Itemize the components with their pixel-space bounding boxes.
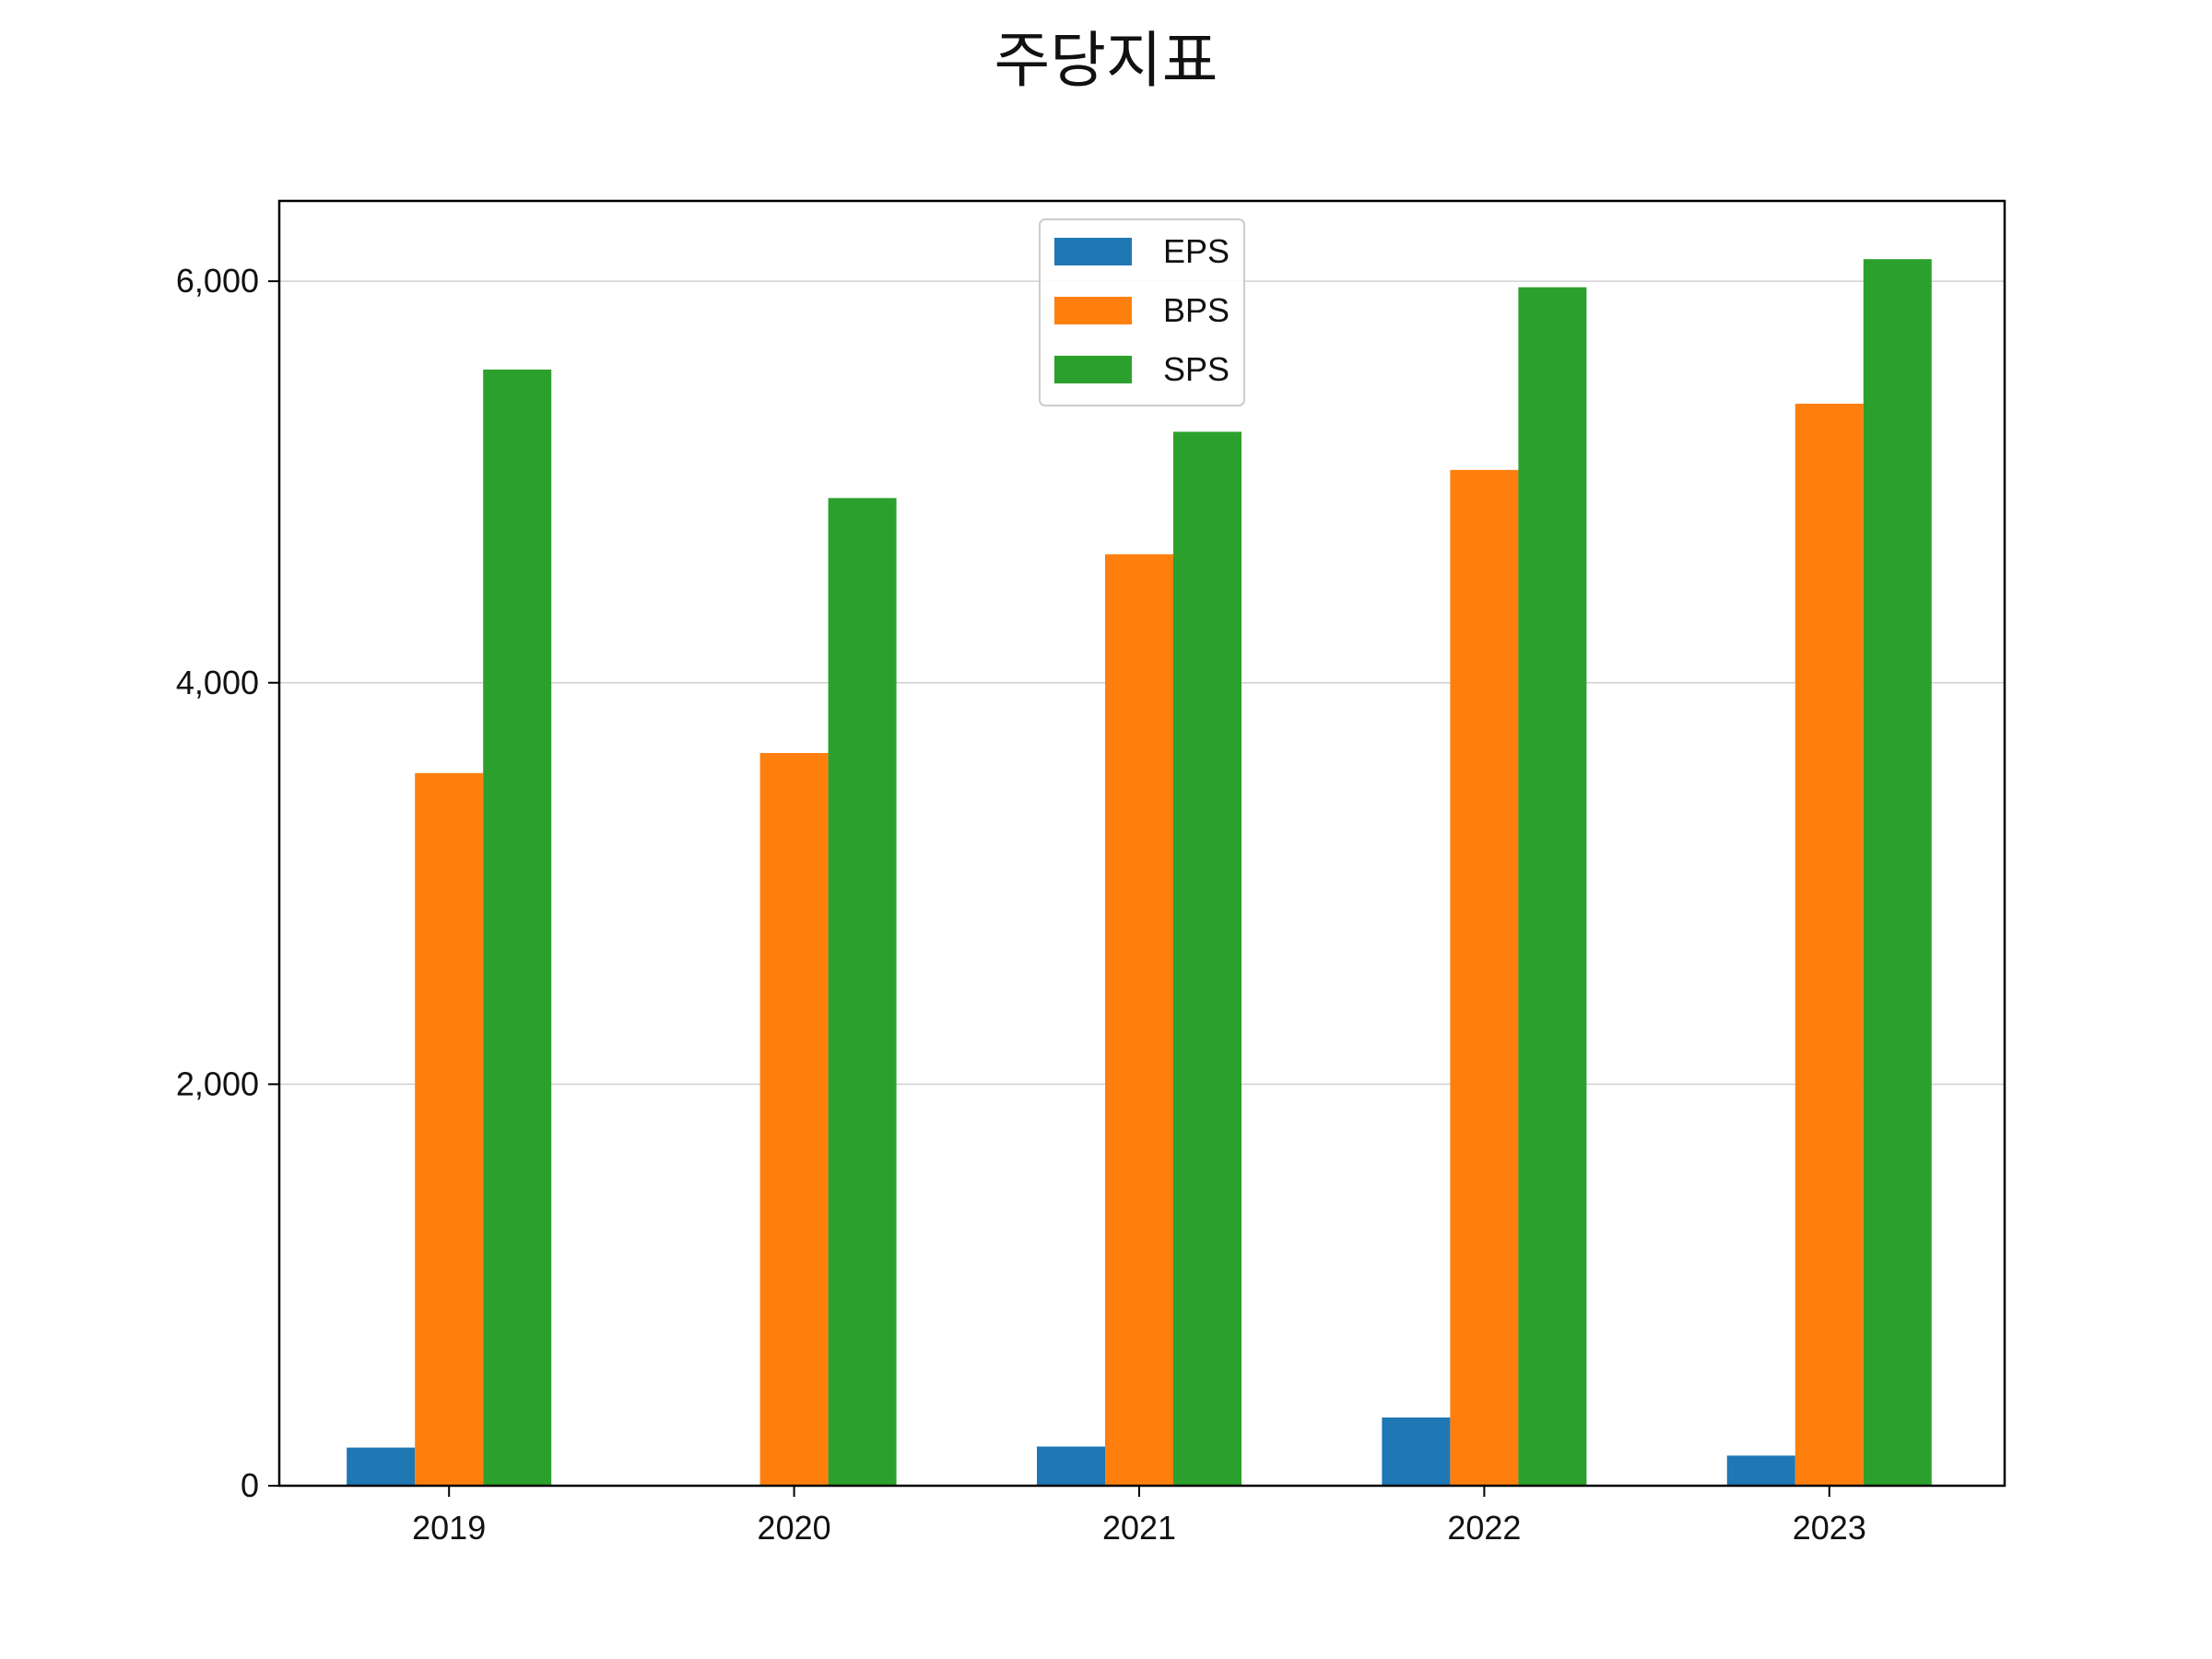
legend: EPS BPS SPS (1039, 218, 1245, 406)
axes: 0 2,000 4,000 6,000 2019 2020 2021 2022 2023 (176, 262, 1866, 1547)
legend-label-eps: EPS (1163, 232, 1230, 270)
bar-bps-2019 (415, 772, 484, 1486)
y-tick-label: 6,000 (176, 262, 259, 300)
bar-eps-2019 (347, 1447, 416, 1486)
bars (347, 259, 1932, 1487)
legend-label-sps: SPS (1163, 350, 1230, 388)
bar-bps-2022 (1450, 469, 1519, 1486)
bar-eps-2021 (1037, 1446, 1105, 1486)
bar-sps-2021 (1173, 431, 1241, 1486)
bar-sps-2019 (483, 369, 552, 1486)
legend-label-bps: BPS (1163, 291, 1230, 329)
x-tick-label: 2020 (758, 1509, 831, 1547)
bar-bps-2023 (1794, 403, 1864, 1487)
x-tick-label: 2022 (1447, 1509, 1521, 1547)
legend-swatch-sps (1054, 356, 1132, 383)
bar-eps-2023 (1726, 1455, 1795, 1486)
y-tick-label: 4,000 (176, 664, 259, 701)
plot-frame (277, 199, 2006, 1488)
legend-swatch-eps (1054, 238, 1132, 265)
y-tick-label: 2,000 (176, 1065, 259, 1102)
bar-eps-2022 (1382, 1417, 1451, 1486)
bar-bps-2021 (1105, 554, 1173, 1486)
bar-sps-2023 (1863, 259, 1932, 1486)
x-tick-label: 2021 (1102, 1509, 1176, 1547)
y-tick-label: 0 (241, 1466, 259, 1504)
x-tick-label: 2023 (1793, 1509, 1866, 1547)
legend-swatch-bps (1054, 297, 1132, 324)
bar-sps-2020 (828, 498, 897, 1486)
chart-title: 주당지표 (994, 25, 1218, 96)
bar-sps-2022 (1518, 287, 1587, 1486)
bar-bps-2020 (759, 752, 829, 1486)
x-tick-label: 2019 (412, 1509, 486, 1547)
